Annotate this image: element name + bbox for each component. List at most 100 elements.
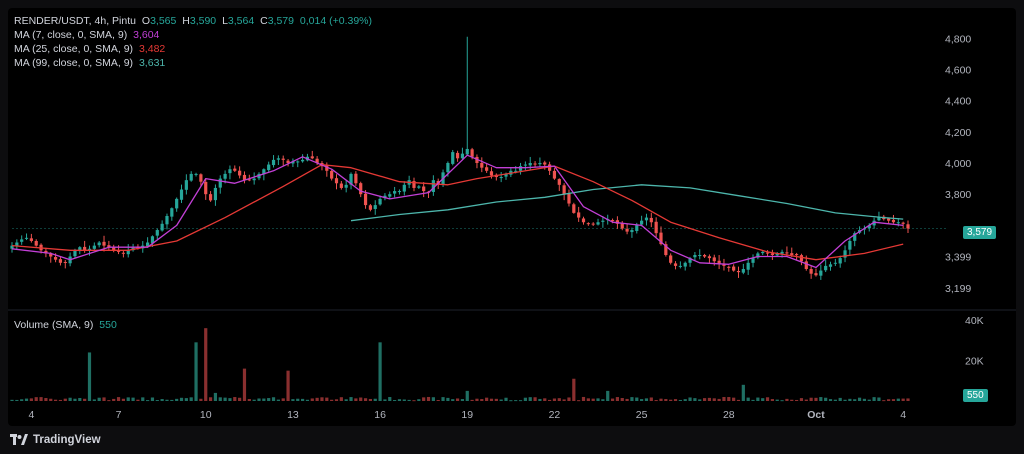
volume-bar <box>741 384 745 401</box>
volume-bar <box>649 397 653 401</box>
volume-label: Volume (SMA, 9) <box>14 319 94 331</box>
volume-bar <box>24 398 29 401</box>
volume-bar <box>669 399 673 401</box>
candle-body <box>344 184 348 188</box>
volume-bar <box>58 399 63 401</box>
chart-panel[interactable]: 4,800 4,600 4,400 4,200 4,000 3,800 3,399 3,199… <box>8 8 1016 426</box>
candle-body <box>160 223 164 231</box>
volume-bar <box>170 399 174 401</box>
volume-bar <box>175 398 179 401</box>
volume-bar <box>853 399 857 401</box>
chart-svg[interactable]: 4,800 4,600 4,400 4,200 4,000 3,800 3,399 3,199… <box>8 8 1016 426</box>
candle-body <box>378 198 382 205</box>
volume-bar <box>49 398 53 401</box>
volume-bar <box>717 398 721 401</box>
time-tick-label: 10 <box>200 409 212 421</box>
candle-body <box>853 233 857 241</box>
candle-body <box>698 254 702 256</box>
volume-bar <box>281 398 285 401</box>
volume-bar <box>305 399 310 401</box>
tradingview-logo-icon <box>10 434 28 445</box>
volume-bar <box>610 398 615 401</box>
candle-body <box>581 218 586 223</box>
open-label: O <box>141 15 151 27</box>
volume-bar <box>693 398 697 401</box>
volume-bar <box>499 399 503 401</box>
candle-body <box>359 183 363 195</box>
candle-body <box>518 166 523 171</box>
candle-body <box>489 171 494 176</box>
volume-bar <box>228 398 232 401</box>
volume-bar <box>722 397 726 401</box>
candle-body <box>654 221 658 234</box>
candle-body <box>102 241 106 246</box>
volume-bar <box>383 399 387 401</box>
volume-bar <box>150 397 155 401</box>
volume-bar <box>746 397 750 401</box>
candle-body <box>828 264 833 267</box>
volume-bar <box>630 397 634 401</box>
brand-label: TradingView <box>33 434 101 446</box>
low-value: 3,564 <box>227 15 255 27</box>
candle-body <box>29 238 33 241</box>
ma99-legend[interactable]: MA (99, close, 0, SMA, 9) 3,631 <box>14 57 168 70</box>
candle-body <box>199 174 203 182</box>
candle-body <box>577 212 581 218</box>
candle-body <box>819 270 823 276</box>
candle-body <box>688 258 692 263</box>
candle-body <box>73 250 77 257</box>
candle-body <box>170 208 174 217</box>
volume-bar <box>765 397 770 401</box>
volume-bar <box>833 399 837 401</box>
candle-body <box>838 258 842 264</box>
volume-bar <box>727 397 731 401</box>
volume-bar <box>112 398 116 401</box>
volume-bar <box>199 398 203 401</box>
ma7-legend[interactable]: MA (7, close, 0, SMA, 9) 3,604 <box>14 29 162 42</box>
candle-body <box>523 164 527 166</box>
candle-body <box>707 256 712 259</box>
volume-bar <box>213 392 218 401</box>
volume-bar <box>528 397 532 401</box>
candle-body <box>824 265 828 271</box>
ma99-line <box>350 184 904 222</box>
candle-body <box>843 250 847 258</box>
price-tick-label: 4,000 <box>945 158 971 170</box>
volume-bar <box>557 398 561 401</box>
volume-bar <box>286 370 290 401</box>
volume-bar <box>538 398 542 401</box>
candle-body <box>184 180 188 190</box>
candle-body <box>765 252 770 254</box>
candle-body <box>712 257 716 262</box>
candle-body <box>15 242 19 247</box>
candle-body <box>567 193 571 204</box>
volume-bar <box>296 398 300 401</box>
volume-legend[interactable]: Volume (SMA, 9) 550 <box>14 319 120 332</box>
volume-bar <box>363 398 368 401</box>
volume-bar <box>562 399 566 401</box>
volume-bar <box>189 397 193 401</box>
tradingview-brand[interactable]: TradingView <box>10 434 101 446</box>
footer: TradingView <box>0 426 1024 454</box>
volume-bar <box>659 398 663 401</box>
volume-bar <box>567 397 571 401</box>
candle-body <box>814 273 818 276</box>
candle-body <box>485 167 489 171</box>
volume-bar <box>480 399 484 401</box>
volume-bar <box>523 397 527 401</box>
candle-body <box>751 258 755 263</box>
candle-body <box>877 217 881 221</box>
ma25-legend[interactable]: MA (25, close, 0, SMA, 9) 3,482 <box>14 43 168 56</box>
candle-body <box>775 253 779 256</box>
volume-bar <box>300 398 305 401</box>
volume-bar <box>436 399 440 401</box>
candle-body <box>673 263 678 266</box>
candle-body <box>625 228 629 232</box>
candle-body <box>175 198 179 209</box>
volume-bar <box>165 399 169 401</box>
volume-bar <box>736 399 741 401</box>
volume-bar <box>465 390 469 401</box>
candle-body <box>286 160 290 163</box>
volume-bar <box>775 399 779 401</box>
